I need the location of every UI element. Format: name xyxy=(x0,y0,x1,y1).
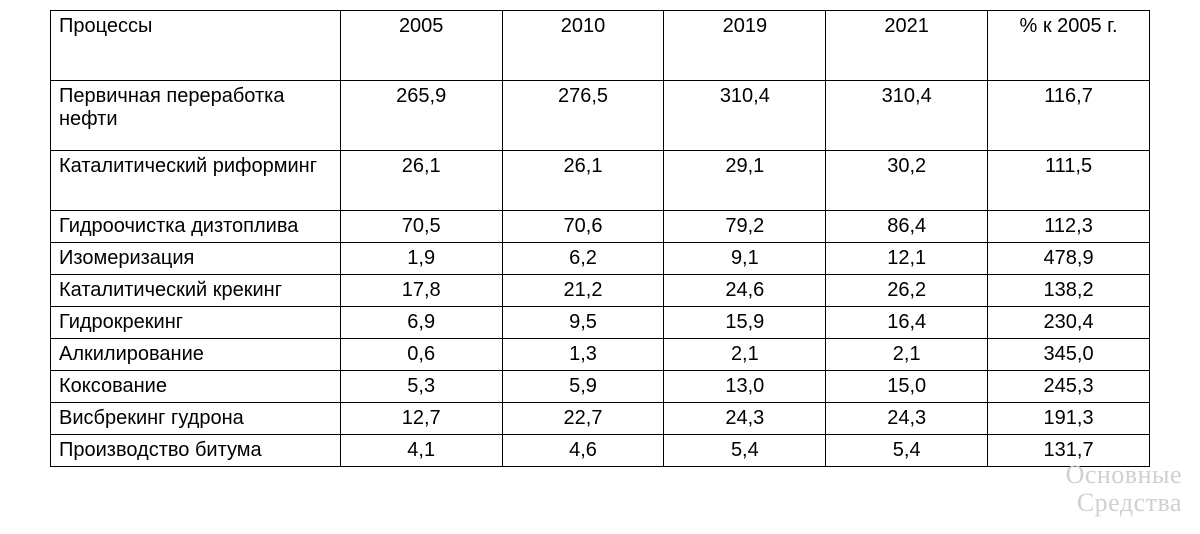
row-value: 12,1 xyxy=(826,243,988,275)
row-value: 29,1 xyxy=(664,151,826,211)
header-col-2005: 2005 xyxy=(340,11,502,81)
row-value: 112,3 xyxy=(988,211,1150,243)
table-row: Каталитический риформинг26,126,129,130,2… xyxy=(51,151,1150,211)
row-value: 276,5 xyxy=(502,81,664,151)
row-value: 26,1 xyxy=(502,151,664,211)
row-value: 21,2 xyxy=(502,275,664,307)
row-value: 79,2 xyxy=(664,211,826,243)
row-value: 310,4 xyxy=(826,81,988,151)
row-value: 26,1 xyxy=(340,151,502,211)
table-row: Каталитический крекинг17,821,224,626,213… xyxy=(51,275,1150,307)
row-label: Коксование xyxy=(51,371,341,403)
row-label: Висбрекинг гудрона xyxy=(51,403,341,435)
row-value: 9,5 xyxy=(502,307,664,339)
row-value: 5,3 xyxy=(340,371,502,403)
row-value: 5,4 xyxy=(664,435,826,467)
row-value: 30,2 xyxy=(826,151,988,211)
row-value: 310,4 xyxy=(664,81,826,151)
processes-table: Процессы2005201020192021% к 2005 г.Перви… xyxy=(50,10,1150,467)
row-value: 191,3 xyxy=(988,403,1150,435)
row-value: 131,7 xyxy=(988,435,1150,467)
row-value: 70,6 xyxy=(502,211,664,243)
row-value: 230,4 xyxy=(988,307,1150,339)
row-value: 13,0 xyxy=(664,371,826,403)
row-value: 24,6 xyxy=(664,275,826,307)
header-col-2019: 2019 xyxy=(664,11,826,81)
row-value: 1,9 xyxy=(340,243,502,275)
row-value: 17,8 xyxy=(340,275,502,307)
watermark-line2: Средства xyxy=(1066,489,1182,516)
header-col-2005: % к 2005 г. xyxy=(988,11,1150,81)
row-label: Первичная переработка нефти xyxy=(51,81,341,151)
row-label: Алкилирование xyxy=(51,339,341,371)
header-col-2021: 2021 xyxy=(826,11,988,81)
table-row: Производство битума4,14,65,45,4131,7 xyxy=(51,435,1150,467)
header-col-2010: 2010 xyxy=(502,11,664,81)
row-label: Изомеризация xyxy=(51,243,341,275)
row-value: 138,2 xyxy=(988,275,1150,307)
row-value: 116,7 xyxy=(988,81,1150,151)
row-label: Производство битума xyxy=(51,435,341,467)
row-value: 22,7 xyxy=(502,403,664,435)
row-value: 5,9 xyxy=(502,371,664,403)
row-value: 6,2 xyxy=(502,243,664,275)
row-value: 4,1 xyxy=(340,435,502,467)
table-row: Первичная переработка нефти265,9276,5310… xyxy=(51,81,1150,151)
table-row: Алкилирование0,61,32,12,1345,0 xyxy=(51,339,1150,371)
row-value: 86,4 xyxy=(826,211,988,243)
table-row: Гидрокрекинг6,99,515,916,4230,4 xyxy=(51,307,1150,339)
row-label: Гидрокрекинг xyxy=(51,307,341,339)
row-label: Каталитический крекинг xyxy=(51,275,341,307)
row-value: 26,2 xyxy=(826,275,988,307)
row-value: 0,6 xyxy=(340,339,502,371)
header-processes: Процессы xyxy=(51,11,341,81)
table-header-row: Процессы2005201020192021% к 2005 г. xyxy=(51,11,1150,81)
table-row: Изомеризация1,96,29,112,1478,9 xyxy=(51,243,1150,275)
table-row: Висбрекинг гудрона12,722,724,324,3191,3 xyxy=(51,403,1150,435)
row-value: 9,1 xyxy=(664,243,826,275)
row-value: 245,3 xyxy=(988,371,1150,403)
row-value: 6,9 xyxy=(340,307,502,339)
row-value: 2,1 xyxy=(826,339,988,371)
row-value: 478,9 xyxy=(988,243,1150,275)
row-value: 265,9 xyxy=(340,81,502,151)
row-value: 4,6 xyxy=(502,435,664,467)
row-value: 24,3 xyxy=(826,403,988,435)
row-value: 70,5 xyxy=(340,211,502,243)
row-value: 2,1 xyxy=(664,339,826,371)
row-value: 5,4 xyxy=(826,435,988,467)
table-row: Коксование5,35,913,015,0245,3 xyxy=(51,371,1150,403)
row-value: 15,0 xyxy=(826,371,988,403)
row-value: 345,0 xyxy=(988,339,1150,371)
watermark: Основные Средства xyxy=(1066,461,1182,516)
row-label: Каталитический риформинг xyxy=(51,151,341,211)
row-label: Гидроочистка дизтоплива xyxy=(51,211,341,243)
row-value: 16,4 xyxy=(826,307,988,339)
row-value: 111,5 xyxy=(988,151,1150,211)
row-value: 15,9 xyxy=(664,307,826,339)
row-value: 24,3 xyxy=(664,403,826,435)
table-container: Процессы2005201020192021% к 2005 г.Перви… xyxy=(50,10,1150,467)
row-value: 12,7 xyxy=(340,403,502,435)
row-value: 1,3 xyxy=(502,339,664,371)
table-row: Гидроочистка дизтоплива70,570,679,286,41… xyxy=(51,211,1150,243)
